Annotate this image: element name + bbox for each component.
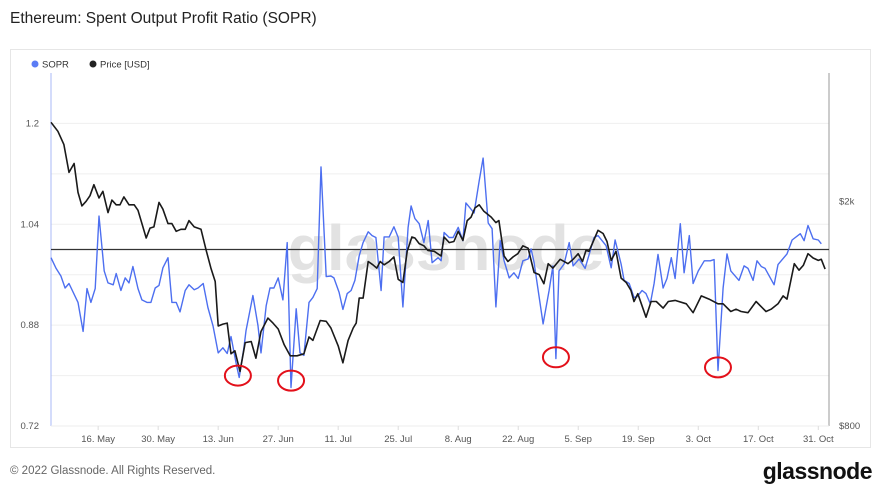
y-left-tick-label: 1.2	[26, 118, 39, 129]
chart-card: glassnode 0.72 0.88 1.04 1.2 $800 $2k 16. May 3…	[10, 49, 871, 448]
glassnode-logo[interactable]: glassnode	[762, 458, 873, 484]
y-left-tick-label: 0.88	[21, 320, 40, 331]
legend[interactable]: SOPR Price [USD]	[31, 60, 150, 71]
sopr-line	[50, 157, 822, 389]
grid	[51, 122, 829, 377]
sopr-chart: glassnode 0.72 0.88 1.04 1.2 $800 $2k 16. May 3…	[21, 60, 861, 446]
y-right-tick-label: $2k	[839, 196, 855, 207]
x-tick-label: 8. Aug	[445, 434, 472, 445]
y-left-tick-label: 0.72	[21, 421, 40, 432]
x-tick-label: 5. Sep	[565, 434, 592, 445]
series-layer	[50, 121, 826, 389]
price-line	[50, 121, 826, 373]
annotations	[223, 346, 732, 392]
x-tick-label: 27. Jun	[263, 434, 294, 445]
y-right-tick-label: $800	[839, 421, 860, 432]
y-left-tick-label: 1.04	[21, 219, 40, 230]
x-tick-label: 30. May	[141, 434, 175, 445]
red-circle-annotation	[703, 356, 732, 379]
x-tick-label: 19. Sep	[622, 434, 655, 445]
x-tick-label: 31. Oct	[803, 434, 834, 445]
watermark: glassnode	[288, 212, 605, 284]
legend-label: SOPR	[42, 60, 69, 71]
axes: 0.72 0.88 1.04 1.2 $800 $2k 16. May 30. May 13. …	[21, 73, 860, 445]
red-circle-annotation	[541, 346, 570, 369]
x-tick-label: 16. May	[81, 434, 115, 445]
x-tick-label: 13. Jun	[203, 434, 234, 445]
legend-label: Price [USD]	[100, 60, 150, 71]
legend-dot-icon	[89, 60, 97, 68]
red-circle-annotation	[277, 369, 306, 392]
x-tick-label: 17. Oct	[743, 434, 774, 445]
x-tick-label: 3. Oct	[686, 434, 712, 445]
copyright: © 2022 Glassnode. All Rights Reserved.	[10, 465, 216, 477]
legend-dot-icon	[31, 60, 39, 68]
x-tick-label: 11. Jul	[325, 434, 352, 445]
page-title: Ethereum: Spent Output Profit Ratio (SOP…	[10, 10, 317, 27]
red-circle-annotation	[223, 364, 252, 387]
x-tick-label: 25. Jul	[384, 434, 412, 445]
x-tick-label: 22. Aug	[502, 434, 534, 445]
